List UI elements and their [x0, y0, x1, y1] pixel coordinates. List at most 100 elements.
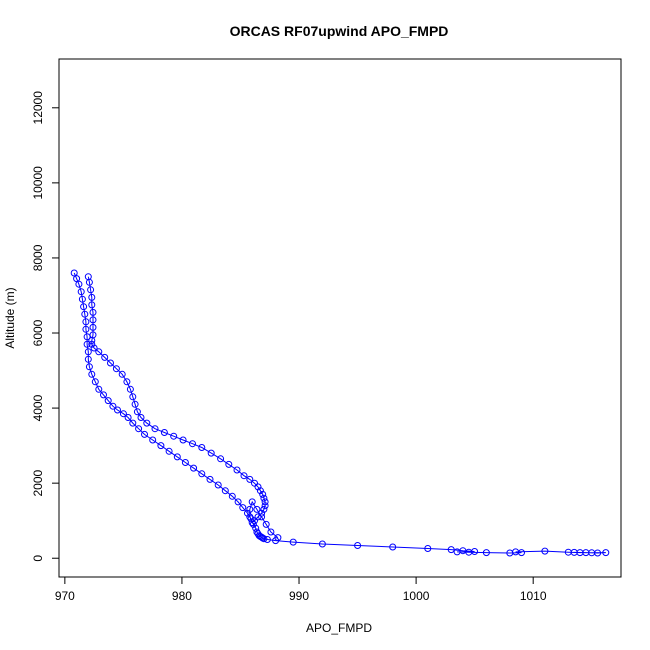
data-point	[190, 464, 198, 472]
data-point	[170, 432, 178, 440]
data-point	[100, 391, 107, 399]
x-axis: 970 980 990 1000 1010	[55, 576, 547, 603]
data-point	[88, 370, 96, 378]
data-point	[70, 269, 78, 277]
x-tick-label: 1010	[520, 589, 547, 603]
data-point	[75, 280, 83, 288]
data-point	[214, 481, 222, 489]
data-point	[259, 534, 267, 542]
y-tick-label: 8000	[31, 244, 45, 271]
data-point	[119, 410, 127, 418]
data-point	[85, 363, 93, 371]
data-point	[88, 301, 96, 309]
data-point	[135, 425, 143, 433]
data-point	[260, 505, 268, 513]
y-tick-label: 2000	[31, 469, 45, 496]
data-point	[198, 444, 206, 451]
data-point	[594, 549, 602, 557]
data-point	[88, 340, 96, 348]
data-point	[253, 505, 261, 513]
data-point	[541, 547, 549, 555]
data-point	[228, 492, 236, 500]
data-point	[217, 455, 225, 463]
data-point	[109, 402, 117, 410]
data-point	[570, 548, 578, 556]
data-point	[181, 459, 189, 466]
x-axis-label: APO_FMPD	[306, 621, 372, 635]
data-point	[233, 466, 241, 474]
data-point	[89, 323, 97, 331]
data-point	[90, 344, 98, 352]
data-point	[173, 453, 181, 461]
y-tick-label: 0	[31, 555, 45, 562]
data-point	[95, 348, 103, 356]
data-point	[165, 447, 173, 455]
data-point	[91, 378, 99, 386]
data-point	[179, 436, 187, 444]
data-point	[254, 513, 262, 521]
data-point	[88, 337, 96, 344]
data-point	[256, 487, 264, 495]
data-point	[244, 509, 251, 517]
data-point	[259, 490, 267, 498]
data-point	[104, 397, 112, 405]
y-tick-label: 12000	[31, 91, 45, 125]
data-point	[107, 359, 114, 367]
data-point	[274, 534, 282, 542]
data-point	[151, 425, 159, 433]
data-point	[81, 310, 89, 318]
data-point	[112, 365, 120, 373]
data-point	[389, 543, 397, 551]
data-point	[251, 517, 258, 525]
data-point	[126, 385, 134, 393]
x-tick-label: 1000	[403, 589, 430, 603]
x-tick-label: 980	[172, 589, 192, 603]
data-point	[124, 414, 132, 421]
x-tick-label: 990	[289, 589, 309, 603]
y-tick-label: 6000	[31, 319, 45, 346]
data-point	[118, 370, 126, 378]
data-point	[101, 353, 109, 361]
data-point	[137, 414, 145, 421]
data-point	[262, 520, 270, 528]
data-point	[141, 430, 148, 438]
data-point	[78, 295, 86, 303]
data-point	[198, 470, 206, 478]
data-point	[82, 325, 90, 333]
data-point	[89, 308, 97, 316]
data-point	[447, 546, 455, 554]
chart-title: ORCAS RF07upwind APO_FMPD	[230, 23, 449, 39]
data-point	[221, 487, 229, 495]
data-point	[129, 419, 137, 427]
plot-area	[58, 58, 622, 578]
data-point	[246, 475, 254, 483]
data-point	[129, 393, 137, 401]
data-point	[84, 348, 92, 356]
data-point	[318, 540, 326, 548]
data-point	[247, 515, 255, 523]
y-axis: 0 2000 4000 6000 8000 10000 12000	[31, 91, 60, 562]
data-point	[85, 278, 93, 286]
data-point	[143, 419, 151, 427]
data-point	[251, 479, 258, 487]
data-point	[512, 548, 520, 556]
data-point	[95, 385, 103, 393]
y-axis-label: Altitude (m)	[3, 287, 17, 348]
data-point	[80, 303, 88, 311]
data-point	[160, 429, 168, 436]
data-point	[234, 498, 242, 506]
data-point	[424, 545, 432, 552]
data-point	[248, 519, 256, 527]
data-point	[260, 494, 268, 502]
data-point	[354, 542, 362, 549]
data-point	[253, 528, 261, 536]
data-point	[82, 318, 90, 326]
data-point	[131, 400, 139, 408]
data-point	[582, 549, 590, 557]
data-point	[453, 548, 461, 556]
data-point	[482, 549, 490, 557]
data-point	[83, 340, 91, 348]
data-point	[206, 475, 214, 483]
data-point	[87, 286, 95, 294]
